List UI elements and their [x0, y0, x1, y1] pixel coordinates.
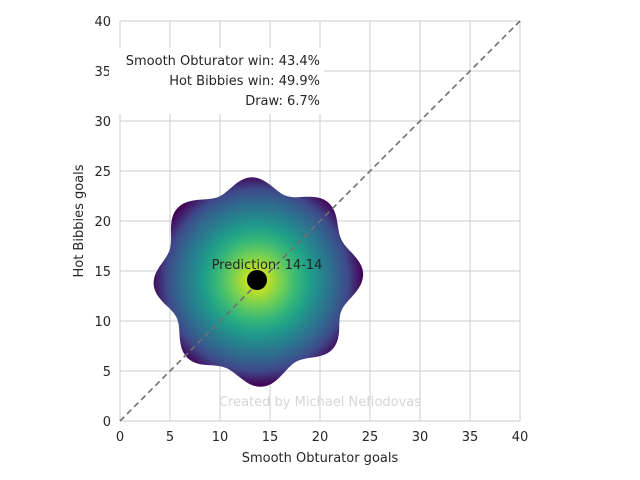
- tick-labels: 0 5 10 15 20 25 30 35 40 0 5 10 15 20 25 30 35 40: [94, 15, 528, 445]
- y-tick-label: 10: [94, 315, 111, 330]
- prediction-point-layer: [247, 270, 267, 290]
- y-tick-label: 5: [103, 365, 111, 380]
- x-axis-label: Smooth Obturator goals: [242, 451, 399, 466]
- x-tick-label: 15: [262, 430, 279, 445]
- x-tick-label: 30: [412, 430, 429, 445]
- x-tick-label: 0: [116, 430, 124, 445]
- y-tick-label: 15: [94, 265, 111, 280]
- x-tick-label: 35: [462, 430, 479, 445]
- x-tick-label: 40: [512, 430, 529, 445]
- stat-draw: Draw: 6.7%: [245, 94, 320, 109]
- credit-text: Created by Michael Nefiodovas: [219, 395, 421, 410]
- x-tick-label: 25: [362, 430, 379, 445]
- stat-team1-win: Smooth Obturator win: 43.4%: [126, 54, 320, 69]
- y-tick-label: 20: [94, 215, 111, 230]
- y-tick-label: 30: [94, 115, 111, 130]
- x-tick-label: 10: [212, 430, 229, 445]
- prediction-label: Prediction: 14-14: [212, 258, 323, 273]
- y-tick-label: 40: [94, 15, 111, 30]
- stats-box-background: [109, 48, 324, 114]
- y-tick-label: 25: [94, 165, 111, 180]
- y-tick-label: 35: [94, 65, 111, 80]
- reference-line-layer: [119, 20, 521, 422]
- reference-line: [119, 20, 521, 422]
- x-tick-label: 5: [166, 430, 174, 445]
- stat-team2-win: Hot Bibbies win: 49.9%: [169, 74, 320, 89]
- prediction-point: [247, 270, 267, 290]
- y-tick-label: 0: [103, 415, 111, 430]
- stats-box: Smooth Obturator win: 43.4% Hot Bibbies …: [109, 48, 324, 114]
- y-axis-label: Hot Bibbies goals: [72, 164, 87, 277]
- x-tick-label: 20: [312, 430, 329, 445]
